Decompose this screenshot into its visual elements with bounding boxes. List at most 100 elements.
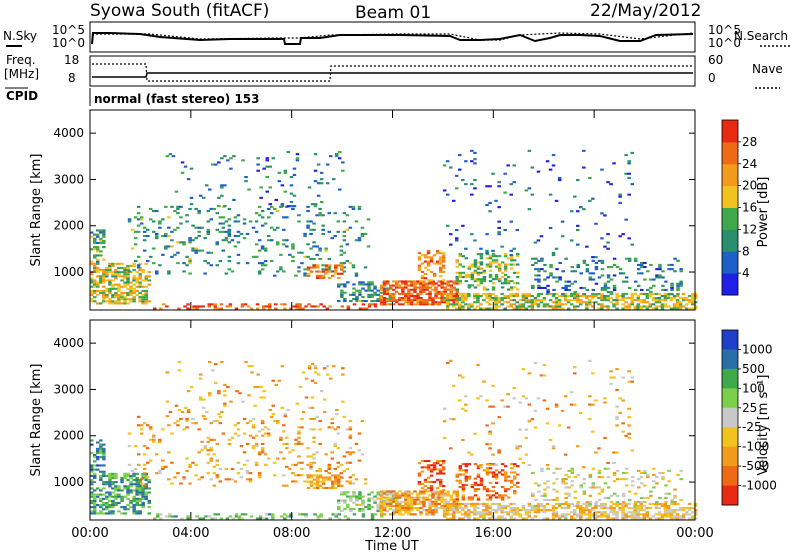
echo-cell [645,301,650,304]
echo-cell [594,502,598,505]
echo-cell [624,467,629,470]
echo-cell [138,510,142,513]
echo-cell [207,515,211,518]
echo-cell [236,262,241,265]
echo-cell [467,463,472,466]
echo-cell [663,299,668,302]
echo-cell [621,280,626,283]
echo-cell [309,232,313,235]
echo-cell [621,517,625,520]
echo-cell [540,268,544,271]
echo-cell [435,460,440,463]
echo-cell [153,517,157,520]
echo-cell [161,467,165,470]
echo-cell [446,280,450,283]
echo-cell [361,510,365,513]
echo-cell [537,293,541,296]
echo-cell [379,505,384,508]
echo-cell [340,283,344,286]
echo-cell [309,417,313,420]
echo-cell [570,480,574,483]
echo-cell [161,459,165,462]
echo-cell [329,377,333,380]
echo-cell [640,496,644,499]
echo-cell [485,507,489,510]
echo-cell [548,168,553,171]
echo-cell [576,229,580,232]
echo-cell [431,494,435,497]
echo-cell [339,245,344,248]
echo-cell [331,486,335,489]
echo-cell [256,373,260,376]
echo-cell [260,434,265,437]
echo-cell [179,241,183,244]
echo-cell [494,299,498,302]
echo-cell [503,475,508,478]
echo-cell [325,365,330,368]
echo-cell [663,513,668,516]
echo-cell [123,275,127,278]
echo-cell [200,249,204,252]
echo-cell [458,305,462,308]
echo-cell [476,397,480,400]
echo-cell [518,457,522,460]
echo-cell [382,509,387,512]
echo-cell [512,511,516,514]
echo-cell [585,505,589,508]
echo-cell [340,476,344,479]
echo-cell [429,258,434,261]
colorbar-tick-label: 1000 [742,342,773,356]
echo-cell [96,281,100,284]
echo-cell [259,396,263,399]
echo-cell [367,289,371,292]
echo-cell [455,475,459,478]
echo-cell [135,479,139,482]
echo-cell [382,496,387,499]
echo-cell [491,422,495,425]
echo-cell [470,303,474,306]
echo-cell [141,497,145,500]
echo-cell [111,472,115,475]
echo-cell [329,155,333,158]
echo-cell [630,295,634,298]
echo-cell [416,502,420,505]
echo-cell [138,300,142,303]
echo-cell [395,286,399,289]
echo-cell [515,447,519,450]
echo-cell [334,482,338,485]
echo-cell [479,307,483,310]
echo-cell [173,228,177,231]
echo-cell [120,275,124,278]
echo-cell [503,307,507,310]
echo-cell [306,480,311,483]
echo-cell [654,305,659,308]
echo-cell [218,260,223,263]
echo-cell [260,245,265,248]
echo-cell [279,253,283,256]
echo-cell [349,293,353,296]
echo-cell [176,424,180,427]
echo-cell [573,517,577,520]
echo-cell [455,498,459,501]
echo-cell [90,491,94,494]
echo-cell [597,469,602,472]
echo-cell [441,252,446,255]
echo-cell [176,262,180,265]
echo-cell [340,268,344,271]
echo-cell [361,281,365,284]
echo-cell [473,158,477,161]
echo-cell [594,293,599,296]
echo-cell [521,307,526,310]
echo-cell [93,300,97,303]
echo-cell [479,502,483,505]
echo-cell [291,247,295,250]
x-tick-label: 00:00 [71,526,108,541]
echo-cell [276,241,280,244]
echo-cell [640,288,644,291]
echo-cell [90,260,94,263]
echo-cell [461,292,465,295]
echo-cell [624,257,629,260]
echo-cell [600,507,604,510]
echo-cell [155,232,159,235]
y-tick-label: 3000 [53,172,84,186]
